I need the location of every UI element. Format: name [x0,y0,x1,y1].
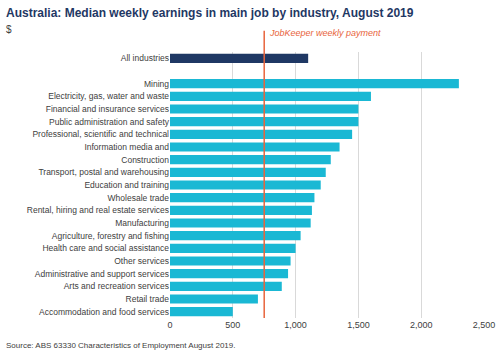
svg-text:2,500: 2,500 [473,320,496,330]
svg-text:Health care and social assista: Health care and social assistance [42,243,169,253]
svg-text:JobKeeper weekly payment: JobKeeper weekly payment [269,28,381,38]
svg-text:1,500: 1,500 [347,320,370,330]
svg-text:Education and training: Education and training [84,180,169,190]
svg-text:Information media and: Information media and [84,142,169,152]
svg-text:Public administration and safe: Public administration and safety [49,117,170,127]
svg-text:Agriculture, forestry and fish: Agriculture, forestry and fishing [52,231,169,241]
svg-text:Arts and recreation services: Arts and recreation services [64,281,169,291]
svg-text:2,000: 2,000 [410,320,433,330]
svg-text:All industries: All industries [121,53,169,63]
svg-text:Mining: Mining [144,79,169,89]
svg-text:0: 0 [167,320,172,330]
svg-text:Retail trade: Retail trade [126,294,170,304]
svg-text:Financial and insurance servic: Financial and insurance services [46,104,169,114]
svg-text:Transport, postal and warehous: Transport, postal and warehousing [38,167,169,177]
svg-text:Accommodation and food service: Accommodation and food services [39,307,169,317]
svg-text:Administrative and support ser: Administrative and support services [35,269,169,279]
svg-text:Construction: Construction [121,155,169,165]
svg-text:Australia: Median weekly earni: Australia: Median weekly earnings in mai… [6,6,414,20]
svg-text:1,000: 1,000 [284,320,307,330]
svg-text:Manufacturing: Manufacturing [115,218,169,228]
html-text:Source: ABS 63330 Characterist: Source: ABS 63330 Characteristics of Emp… [6,341,236,350]
svg-text:Wholesale trade: Wholesale trade [108,193,170,203]
svg-text:Rental, hiring and real estate: Rental, hiring and real estate services [27,205,169,215]
svg-text:Other services: Other services [114,256,169,266]
svg-text:Professional, scientific and t: Professional, scientific and technical [32,129,169,139]
svg-text:Electricity, gas, water and wa: Electricity, gas, water and waste [48,91,169,101]
svg-text:500: 500 [225,320,240,330]
